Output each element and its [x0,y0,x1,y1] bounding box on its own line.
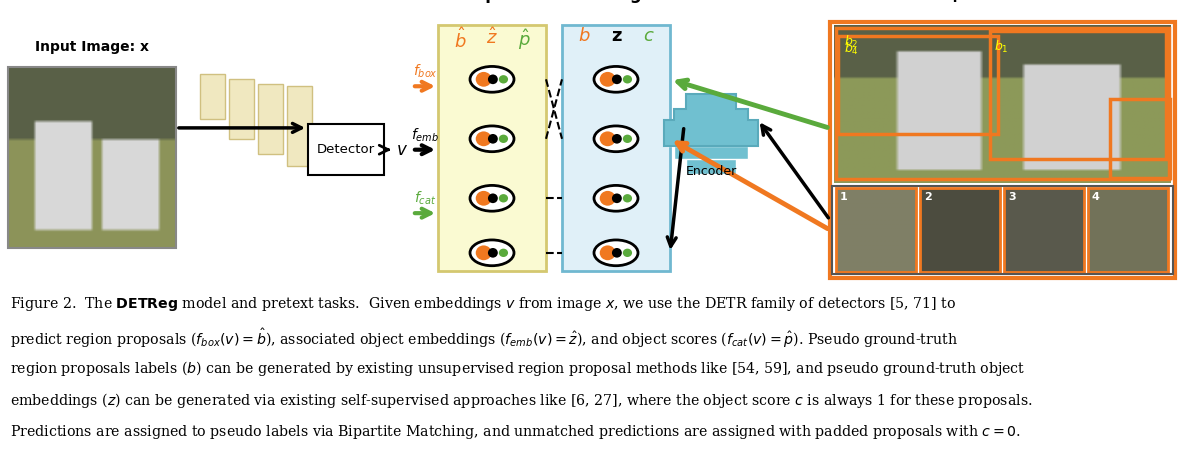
Ellipse shape [594,66,638,92]
Text: z: z [611,27,622,45]
Ellipse shape [470,240,514,266]
Text: $\hat{b}$: $\hat{b}$ [453,27,466,52]
Ellipse shape [623,249,632,257]
Text: Input Image: x: Input Image: x [36,40,149,53]
Text: 4: 4 [1092,192,1100,202]
Text: $f_{cat}$: $f_{cat}$ [414,190,436,207]
FancyBboxPatch shape [308,124,384,175]
Ellipse shape [623,75,632,84]
Ellipse shape [470,126,514,152]
Text: Detector: Detector [317,143,375,156]
Text: Bipartite Matching: Bipartite Matching [466,0,642,3]
Ellipse shape [476,191,491,206]
Ellipse shape [488,248,497,258]
Ellipse shape [470,66,514,92]
Text: Unsupervised Region
Proposal Generator: Unsupervised Region Proposal Generator [920,0,1086,2]
FancyBboxPatch shape [562,25,670,271]
Ellipse shape [612,193,622,203]
Ellipse shape [612,74,622,84]
FancyBboxPatch shape [287,86,313,165]
Ellipse shape [470,186,514,211]
FancyBboxPatch shape [686,94,736,174]
FancyBboxPatch shape [229,80,255,139]
Text: $b_1$: $b_1$ [995,39,1009,55]
Ellipse shape [600,72,616,87]
Ellipse shape [623,194,632,202]
Polygon shape [664,94,758,146]
FancyBboxPatch shape [438,25,546,271]
FancyBboxPatch shape [674,109,748,159]
Ellipse shape [476,132,491,146]
Ellipse shape [594,126,638,152]
Text: Encoder: Encoder [686,165,736,179]
Text: $b_4$: $b_4$ [844,41,858,57]
Ellipse shape [600,191,616,206]
Ellipse shape [498,135,508,143]
Text: c: c [643,27,652,45]
Text: $\hat{z}$: $\hat{z}$ [487,27,498,48]
Ellipse shape [476,72,491,87]
Ellipse shape [498,249,508,257]
FancyBboxPatch shape [258,84,283,154]
Ellipse shape [594,186,638,211]
Text: $f_{box}$: $f_{box}$ [412,63,437,80]
Text: 2: 2 [924,192,932,202]
Text: Figure 2.  The $\mathbf{DETReg}$ model and pretext tasks.  Given embeddings $v$ : Figure 2. The $\mathbf{DETReg}$ model an… [9,295,957,313]
Text: $b_2$: $b_2$ [844,34,858,50]
Text: b: b [578,27,590,45]
Text: Predictions are assigned to pseudo labels via Bipartite Matching, and unmatched : Predictions are assigned to pseudo label… [9,423,1021,441]
Text: region proposals labels ($b$) can be generated by existing unsupervised region p: region proposals labels ($b$) can be gen… [9,359,1025,378]
Text: $\hat{p}$: $\hat{p}$ [517,27,530,52]
Ellipse shape [488,74,497,84]
Ellipse shape [498,75,508,84]
FancyBboxPatch shape [200,74,225,119]
Ellipse shape [612,248,622,258]
Ellipse shape [600,132,616,146]
Ellipse shape [488,134,497,143]
Ellipse shape [594,240,638,266]
Text: 3: 3 [1008,192,1016,202]
Text: predict region proposals ($f_{box}(v) = \hat{b}$), associated object embeddings : predict region proposals ($f_{box}(v) = … [9,327,958,350]
Ellipse shape [600,245,616,260]
Ellipse shape [623,135,632,143]
Ellipse shape [612,134,622,143]
Ellipse shape [488,193,497,203]
Text: v: v [397,141,407,159]
Ellipse shape [498,194,508,202]
Text: $f_{emb}$: $f_{emb}$ [411,127,439,144]
Text: embeddings ($z$) can be generated via existing self-supervised approaches like [: embeddings ($z$) can be generated via ex… [9,391,1032,410]
Text: 1: 1 [839,192,848,202]
FancyBboxPatch shape [664,120,758,146]
Ellipse shape [476,245,491,260]
